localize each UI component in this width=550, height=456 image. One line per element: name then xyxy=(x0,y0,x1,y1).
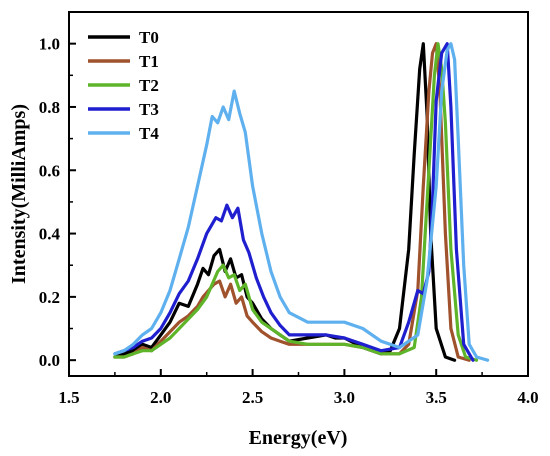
x-axis: 1.5 2.0 2.5 3.0 3.5 4.0 xyxy=(58,369,539,407)
series-line-t1 xyxy=(113,42,471,362)
series-line-t4 xyxy=(113,42,490,362)
legend-label-t2: T2 xyxy=(139,76,159,95)
y-tick-label: 0.2 xyxy=(39,288,60,307)
x-tick-label: 1.5 xyxy=(58,388,79,407)
x-tick-label: 2.5 xyxy=(242,388,263,407)
legend-label-t4: T4 xyxy=(139,124,159,143)
x-tick-label: 2.0 xyxy=(150,388,171,407)
y-tick-label: 1.0 xyxy=(39,35,60,54)
legend: T0 T1 T2 T3 T4 xyxy=(88,28,159,143)
series-line-t2 xyxy=(113,42,479,362)
plot-series xyxy=(113,42,490,362)
legend-label-t1: T1 xyxy=(139,52,159,71)
x-tick-label: 3.0 xyxy=(334,388,355,407)
series-line-t3 xyxy=(113,42,475,362)
x-tick-label: 3.5 xyxy=(426,388,447,407)
y-tick-label: 0.4 xyxy=(39,225,61,244)
x-tick-label: 4.0 xyxy=(517,388,538,407)
y-tick-label: 0.0 xyxy=(39,351,60,370)
x-axis-label: Energy(eV) xyxy=(249,427,348,449)
y-tick-label: 0.6 xyxy=(39,161,60,180)
y-axis: 0.0 0.2 0.4 0.6 0.8 1.0 xyxy=(39,35,76,370)
y-tick-label: 0.8 xyxy=(39,98,60,117)
legend-label-t3: T3 xyxy=(139,100,159,119)
legend-label-t0: T0 xyxy=(139,28,159,47)
y-axis-label: Intensity(MilliAmps) xyxy=(8,104,30,284)
series-line-t0 xyxy=(113,42,457,362)
